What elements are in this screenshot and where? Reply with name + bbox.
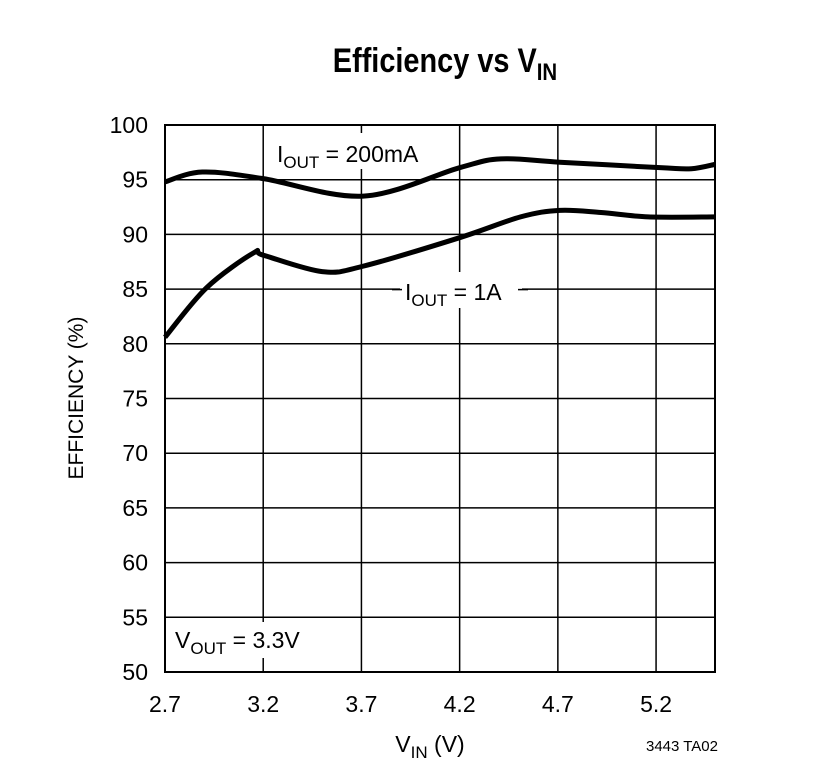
x-tick-label: 4.7 xyxy=(542,691,574,717)
series-line-1 xyxy=(163,207,716,339)
x-axis-label: VIN (V) xyxy=(395,731,464,762)
svg-text:IOUT = 1A: IOUT = 1A xyxy=(405,279,502,310)
y-tick-label: 75 xyxy=(122,386,148,412)
series-lines xyxy=(163,156,716,339)
plot-frame xyxy=(164,124,716,673)
y-axis-label: EFFICIENCY (%) xyxy=(65,317,88,480)
x-tick-label: 3.7 xyxy=(345,691,377,717)
label-vout: VOUT = 3.3V xyxy=(170,622,325,658)
y-tick-label: 85 xyxy=(122,276,148,302)
chart-title-main: Efficiency vs V xyxy=(333,41,537,80)
y-tick-label: 70 xyxy=(122,440,148,466)
y-tick-label: 55 xyxy=(122,604,148,630)
tick-labels: 100 95 90 85 80 75 70 65 60 55 502.7 3.2 3.7 4.2 4.7 5.… xyxy=(110,112,672,717)
label-200ma: IOUT = 200mA xyxy=(272,133,444,172)
y-tick-label: 90 xyxy=(122,221,148,247)
grid xyxy=(164,124,716,673)
svg-text:VOUT = 3.3V: VOUT = 3.3V xyxy=(175,627,300,658)
x-tick-label: 4.2 xyxy=(444,691,476,717)
x-tick-label: 2.7 xyxy=(149,691,181,717)
y-tick-label: 50 xyxy=(122,659,148,685)
y-tick-label: 80 xyxy=(122,331,148,357)
y-tick-label: 100 xyxy=(110,112,148,138)
chart-title-sub: IN xyxy=(537,58,557,85)
y-tick-label: 65 xyxy=(122,495,148,521)
series-line-0 xyxy=(164,156,716,199)
svg-text:IOUT = 200mA: IOUT = 200mA xyxy=(277,141,419,172)
figure-id: 3443 TA02 xyxy=(646,738,718,755)
y-tick-label: 60 xyxy=(122,550,148,576)
chart-title: Efficiency vs VIN xyxy=(333,41,557,86)
y-tick-label: 95 xyxy=(122,167,148,193)
x-tick-label: 3.2 xyxy=(247,691,279,717)
label-1a: IOUT = 1A xyxy=(392,272,528,310)
x-tick-label: 5.2 xyxy=(640,691,672,717)
